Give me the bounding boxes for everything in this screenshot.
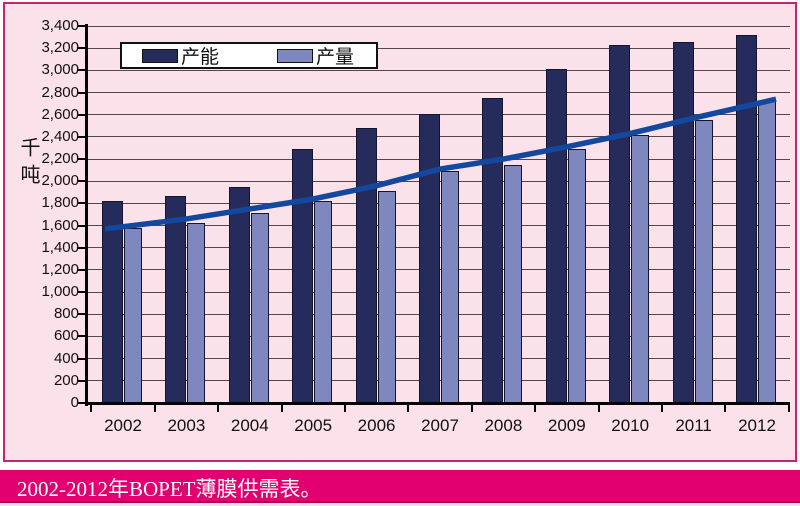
x-axis-label: 2003: [167, 416, 206, 435]
legend-item-production: 产量: [277, 42, 354, 69]
caption-bar: 2002-2012年BOPET薄膜供需表。: [0, 470, 800, 503]
y-tick-label: 1,400: [41, 238, 79, 256]
x-axis-label: 2005: [294, 416, 333, 435]
x-axis-label: 2012: [738, 416, 776, 435]
legend-swatch-capacity: [142, 48, 178, 63]
y-axis-title: 千吨: [17, 137, 39, 191]
caption-text: 2002-2012年BOPET薄膜供需表。: [17, 477, 322, 501]
y-tick-mark: [78, 25, 85, 27]
y-tick-mark: [78, 135, 85, 138]
y-tick-label: 1,600: [41, 216, 79, 234]
x-tick-mark: [597, 405, 600, 412]
y-tick-mark: [78, 357, 85, 360]
y-tick-label: 600: [53, 327, 79, 345]
y-tick-mark: [78, 202, 85, 205]
gridline: [88, 92, 790, 94]
y-tick-mark: [78, 113, 85, 116]
legend-label-capacity: 产能: [181, 47, 220, 68]
x-axis-label: 2007: [421, 416, 459, 435]
x-tick-mark: [217, 405, 220, 412]
x-tick-mark: [343, 405, 346, 412]
y-tick-label: 2,400: [41, 127, 79, 145]
y-tick-mark: [78, 47, 85, 50]
x-axis-label: 2010: [611, 416, 650, 435]
y-tick-mark: [78, 91, 85, 94]
y-tick-label: 0: [70, 394, 79, 411]
x-tick-mark: [787, 405, 790, 412]
x-tick-mark: [280, 405, 283, 412]
x-tick-mark: [660, 405, 663, 412]
x-axis-label: 2008: [484, 416, 523, 435]
y-tick-label: 1,000: [41, 283, 79, 301]
x-tick-mark: [724, 405, 727, 412]
x-tick-mark: [470, 405, 473, 412]
y-tick-mark: [78, 379, 85, 382]
y-tick-label: 3,200: [41, 39, 79, 57]
gridline: [88, 25, 790, 27]
legend-label-production: 产量: [316, 47, 355, 68]
chart-frame: 0 200 400 600 800 1,000 1,200 1,400 1,600 1,800 2,…: [3, 2, 797, 462]
x-tick-mark: [407, 405, 410, 412]
y-tick-mark: [78, 335, 85, 338]
y-tick-mark: [78, 180, 85, 183]
y-tick-label: 2,200: [41, 150, 79, 168]
y-axis-line: [85, 24, 88, 406]
gridline: [88, 69, 790, 71]
y-tick-label: 400: [53, 349, 79, 367]
x-axis-label: 2009: [547, 416, 586, 435]
y-tick-label: 2,800: [41, 83, 79, 101]
bottom-strip: [0, 503, 800, 506]
x-tick-mark: [534, 405, 537, 412]
demand-line: [104, 96, 777, 232]
legend-item-capacity: 产能: [142, 42, 219, 69]
y-tick-label: 3,000: [41, 61, 79, 79]
x-axis-label: 2006: [357, 416, 396, 435]
y-tick-label: 800: [53, 305, 79, 323]
y-tick-mark: [78, 158, 85, 161]
y-tick-mark: [78, 69, 85, 72]
x-tick-mark: [153, 405, 156, 412]
y-tick-mark: [78, 246, 85, 249]
y-tick-mark: [78, 313, 85, 316]
x-axis-label: 2004: [230, 416, 269, 435]
x-axis-label: 2002: [104, 416, 142, 435]
y-tick-mark: [78, 224, 85, 227]
gridline: [88, 47, 790, 49]
plot-area: 0 200 400 600 800 1,000 1,200 1,400 1,600 1,800 2,…: [5, 4, 795, 460]
x-tick-mark: [90, 405, 93, 412]
y-tick-label: 2,000: [41, 172, 79, 190]
y-tick-label: 1,800: [41, 194, 79, 212]
legend-swatch-production: [277, 48, 314, 63]
y-tick-label: 1,200: [41, 260, 79, 278]
legend: 产能 产量: [120, 42, 378, 69]
y-tick-mark: [78, 291, 85, 294]
y-tick-label: 3,400: [41, 17, 79, 34]
x-axis-line: [85, 402, 790, 405]
y-tick-label: 2,600: [41, 105, 79, 123]
y-tick-mark: [78, 268, 85, 271]
y-tick-mark: [78, 402, 85, 404]
demand-line-layer: [104, 96, 777, 232]
y-tick-label: 200: [53, 371, 79, 389]
x-axis-label: 2011: [675, 416, 712, 435]
